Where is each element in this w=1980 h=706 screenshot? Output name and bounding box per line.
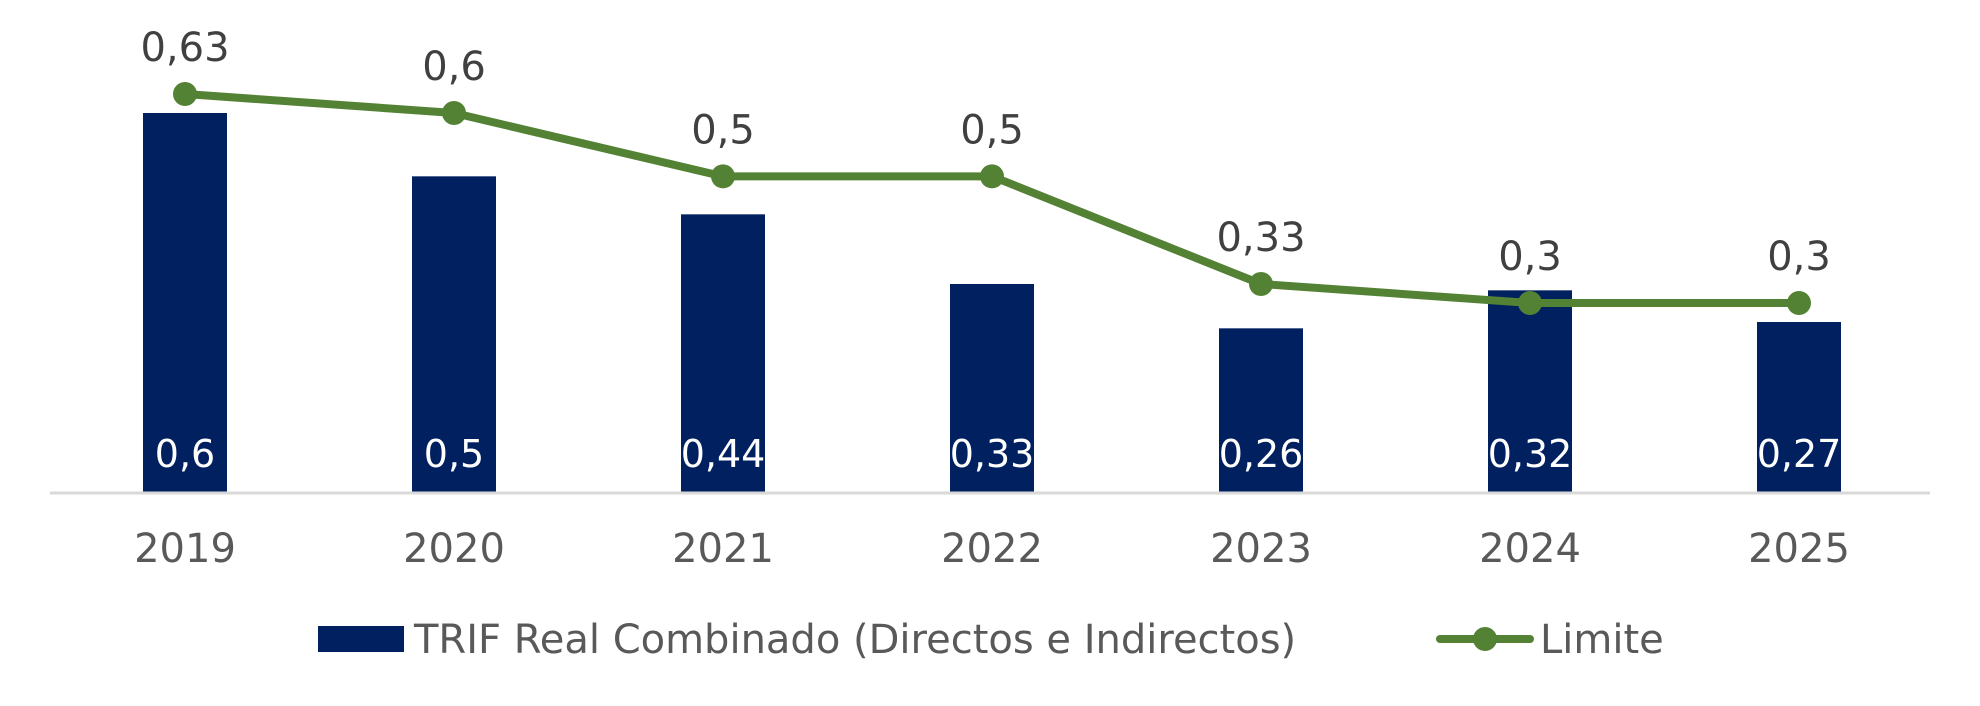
x-tick-2020: 2020 <box>403 526 505 572</box>
legend-bar-swatch <box>318 626 404 652</box>
bar-2025 <box>1757 322 1841 493</box>
limite-point-2024 <box>1518 291 1542 315</box>
legend-bar-label: TRIF Real Combinado (Directos e Indirect… <box>413 617 1296 663</box>
bar-label-2020: 0,5 <box>424 432 484 476</box>
limite-label-2024: 0,3 <box>1498 234 1562 280</box>
x-tick-labels: 2019 2020 2021 2022 2023 2024 2025 <box>134 526 1850 572</box>
limite-point-2021 <box>711 164 735 189</box>
limite-point-2025 <box>1787 291 1811 315</box>
limite-label-2023: 0,33 <box>1216 215 1305 261</box>
limite-label-2022: 0,5 <box>960 107 1024 153</box>
bar-label-2023: 0,26 <box>1219 432 1304 476</box>
legend: TRIF Real Combinado (Directos e Indirect… <box>318 617 1664 663</box>
legend-item-bar: TRIF Real Combinado (Directos e Indirect… <box>318 617 1296 663</box>
x-tick-2019: 2019 <box>134 526 236 572</box>
limite-label-2019: 0,63 <box>140 25 229 71</box>
limite-label-2025: 0,3 <box>1767 234 1831 280</box>
limite-point-2023 <box>1249 272 1273 296</box>
limite-point-2019 <box>173 82 197 106</box>
line-data-labels: 0,63 0,6 0,5 0,5 0,33 0,3 0,3 <box>140 25 1830 280</box>
bar-2022 <box>950 284 1034 493</box>
legend-line-marker <box>1473 627 1497 651</box>
bar-2023 <box>1219 328 1303 493</box>
bar-label-2024: 0,32 <box>1488 432 1573 476</box>
bar-label-2025: 0,27 <box>1757 432 1842 476</box>
bar-2024 <box>1488 290 1572 493</box>
bar-2019 <box>143 113 227 493</box>
legend-line-label: Limite <box>1540 617 1664 663</box>
x-tick-2023: 2023 <box>1210 526 1312 572</box>
bar-data-labels: 0,6 0,5 0,44 0,33 0,26 0,32 0,27 <box>155 432 1842 476</box>
line-series <box>173 82 1811 315</box>
x-tick-2024: 2024 <box>1479 526 1581 572</box>
x-tick-2021: 2021 <box>672 526 774 572</box>
limite-label-2021: 0,5 <box>691 107 755 153</box>
bar-2020 <box>412 176 496 494</box>
bar-label-2019: 0,6 <box>155 432 215 476</box>
x-tick-2025: 2025 <box>1748 526 1850 572</box>
limite-label-2020: 0,6 <box>422 44 486 90</box>
limite-point-2020 <box>442 101 466 125</box>
bar-label-2021: 0,44 <box>681 432 766 476</box>
legend-item-line: Limite <box>1436 617 1664 663</box>
bar-series <box>143 113 1841 494</box>
x-tick-2022: 2022 <box>941 526 1043 572</box>
limite-point-2022 <box>980 164 1004 189</box>
bar-2021 <box>681 214 765 494</box>
bar-label-2022: 0,33 <box>950 432 1035 476</box>
